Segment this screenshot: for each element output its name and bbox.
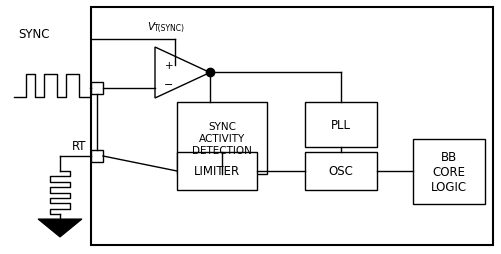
Text: T(SYNC): T(SYNC) (154, 24, 185, 33)
Text: V: V (147, 22, 154, 32)
Bar (177, 152, 257, 190)
Text: +: + (165, 61, 173, 71)
Bar (91, 8, 493, 245)
Bar (91, 83, 103, 95)
Text: RT: RT (72, 140, 87, 153)
Text: SYNC
ACTIVITY
DETECTION: SYNC ACTIVITY DETECTION (192, 122, 252, 155)
Bar (91, 150, 103, 162)
Bar (305, 103, 377, 147)
Bar (177, 103, 267, 174)
Text: OSC: OSC (329, 165, 353, 178)
Text: −: − (164, 80, 174, 90)
Polygon shape (155, 48, 210, 99)
Polygon shape (38, 219, 82, 237)
Text: SYNC: SYNC (18, 28, 50, 41)
Text: BB
CORE
LOGIC: BB CORE LOGIC (431, 150, 467, 193)
Text: LIMITER: LIMITER (194, 165, 240, 178)
Text: PLL: PLL (331, 119, 351, 132)
Bar (413, 139, 485, 204)
Bar (305, 152, 377, 190)
